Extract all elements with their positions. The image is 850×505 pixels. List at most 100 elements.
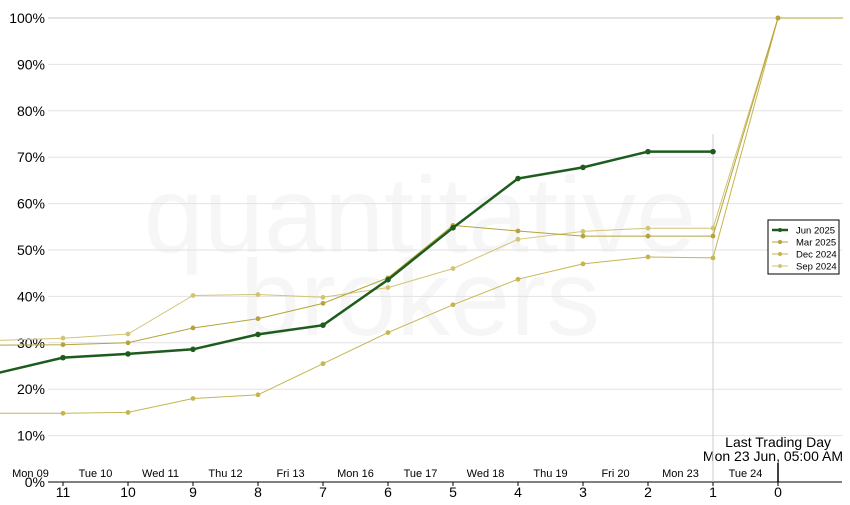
data-point [255, 331, 261, 338]
series [0, 15, 843, 416]
day-label: Tue 24 [729, 468, 763, 480]
grid [48, 17, 842, 483]
x-tick-label: 9 [189, 484, 197, 500]
data-point [125, 340, 131, 346]
data-point [385, 276, 391, 283]
data-point [515, 175, 521, 182]
y-tick-label: 80% [17, 103, 45, 119]
data-point [255, 316, 261, 322]
data-point [385, 285, 391, 290]
x-tick-label: 8 [254, 484, 262, 500]
data-point [190, 396, 196, 401]
data-point [710, 255, 716, 261]
legend-swatch-point [778, 264, 782, 268]
day-label: Thu 12 [208, 468, 242, 480]
data-point [60, 354, 66, 361]
data-point [710, 233, 716, 239]
y-tick-label: 50% [17, 242, 45, 258]
series-line [0, 17, 843, 346]
data-point [580, 229, 586, 234]
x-tick-label: 1 [709, 484, 717, 500]
legend-label: Dec 2024 [796, 250, 837, 261]
day-label: Mon 16 [337, 468, 374, 480]
data-point [125, 410, 131, 415]
day-label: Mon 23 [662, 468, 699, 480]
legend-label: Mar 2025 [796, 238, 836, 249]
x-tick-label: 5 [449, 484, 457, 500]
day-label: Tue 10 [79, 468, 113, 480]
data-point [450, 224, 456, 231]
data-point [645, 225, 651, 231]
day-label: Fri 20 [601, 468, 629, 480]
y-tick-label: 40% [17, 288, 45, 304]
legend-label: Jun 2025 [796, 226, 835, 237]
data-point [125, 351, 131, 357]
y-tick-label: 70% [17, 149, 45, 165]
y-tick-label: 60% [17, 196, 45, 212]
y-tick-label: 100% [9, 10, 45, 26]
data-point [645, 254, 651, 260]
day-label: Wed 11 [142, 468, 179, 480]
data-point [320, 300, 326, 306]
data-point [710, 148, 716, 155]
data-point [320, 361, 326, 367]
series-jun-2025 [0, 148, 716, 374]
day-label: Tue 17 [404, 468, 438, 480]
y-axis: 0% 10% 20% 30% 40% 50% 60% 70% 80% 90% 100% [9, 10, 45, 490]
data-point [580, 164, 586, 171]
data-point [645, 148, 651, 155]
data-point [580, 261, 586, 267]
x-tick-label: 0 [774, 484, 782, 500]
data-point [515, 276, 521, 282]
x-tick-label: 2 [644, 484, 652, 500]
y-tick-label: 0% [25, 474, 45, 490]
day-label: Mon 09 [12, 468, 49, 480]
series-line [0, 17, 843, 341]
day-label: Fri 13 [276, 468, 304, 480]
data-point [645, 233, 651, 239]
data-point [190, 325, 196, 331]
data-point [255, 392, 261, 398]
x-tick-label: 3 [579, 484, 587, 500]
data-point [320, 322, 326, 328]
data-point [450, 302, 456, 308]
series-line [0, 150, 713, 374]
data-point [60, 342, 66, 348]
data-point [60, 335, 66, 341]
data-point [320, 294, 326, 300]
y-tick-label: 90% [17, 56, 45, 72]
day-label: Thu 19 [533, 468, 567, 480]
legend-label: Sep 2024 [796, 262, 837, 273]
legend-swatch-point [778, 228, 782, 232]
watermark: quantitative brokers [144, 154, 696, 358]
data-point [450, 266, 456, 271]
legend-swatch-point [778, 240, 782, 244]
x-tick-label: 4 [514, 484, 522, 500]
data-point [125, 331, 131, 337]
data-point [775, 15, 781, 21]
annotation-title: Last Trading Day [725, 434, 831, 450]
series-sep-2024 [0, 15, 843, 341]
annotation-timestamp: Mon 23 Jun, 05:00 AM [703, 448, 843, 464]
data-point [255, 292, 261, 297]
data-point [710, 225, 716, 231]
data-point [515, 228, 521, 234]
data-point [580, 233, 586, 239]
y-tick-label: 30% [17, 335, 45, 351]
y-tick-label: 10% [17, 428, 45, 444]
data-point [190, 293, 196, 298]
x-tick-label: 6 [384, 484, 392, 500]
data-point [190, 346, 196, 353]
series-line [0, 17, 843, 414]
x-tick-label: 10 [120, 484, 136, 500]
legend-swatch-point [778, 252, 782, 256]
data-point [60, 410, 66, 416]
last-trading-day-annotation: Last Trading Day Mon 23 Jun, 05:00 AM [703, 134, 843, 482]
x-tick-label: 7 [319, 484, 327, 500]
data-point [515, 236, 521, 242]
y-tick-label: 20% [17, 381, 45, 397]
